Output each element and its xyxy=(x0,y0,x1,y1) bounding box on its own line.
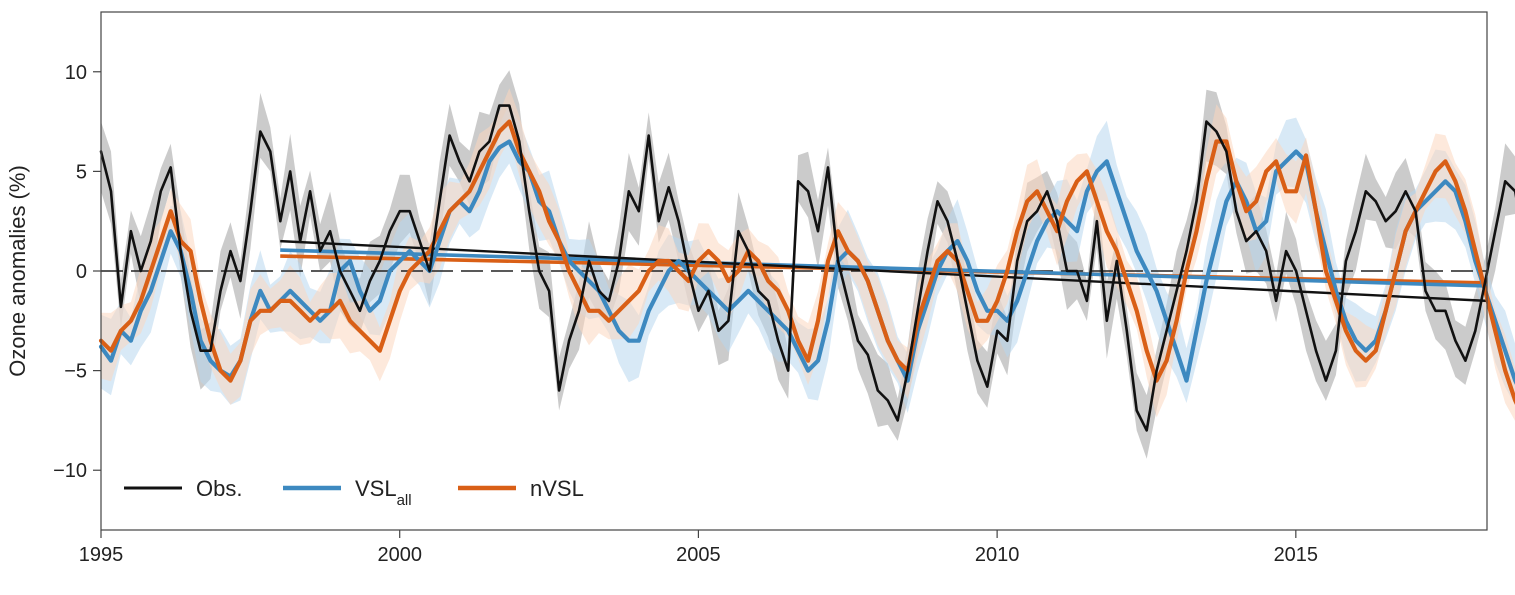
y-axis-title: Ozone anomalies (%) xyxy=(5,165,30,377)
x-tick-label: 2000 xyxy=(377,544,422,566)
y-tick-label: −5 xyxy=(64,361,87,383)
y-tick-label: 10 xyxy=(65,62,87,84)
y-tick-label: −10 xyxy=(53,460,87,482)
x-axis: 1995 2000 2005 2010 2015 xyxy=(79,530,1318,566)
legend: Obs. VSLall nVSL xyxy=(124,476,584,509)
y-axis: −10 −5 0 5 10 xyxy=(53,62,101,482)
legend-label-vsl: VSLall xyxy=(355,476,412,509)
trend-line-vsl xyxy=(280,248,1488,288)
x-tick-label: 2010 xyxy=(975,544,1020,566)
x-tick-label: 2005 xyxy=(676,544,721,566)
trend-line-obs xyxy=(280,239,1488,303)
y-tick-label: 0 xyxy=(76,261,87,283)
x-tick-label: 1995 xyxy=(79,544,124,566)
y-tick-label: 5 xyxy=(76,161,87,183)
legend-label-obs: Obs. xyxy=(196,476,242,501)
trend-lines xyxy=(280,239,1488,303)
line-obs xyxy=(99,104,1515,432)
band-vsl xyxy=(101,104,1515,413)
x-tick-label: 2015 xyxy=(1274,544,1319,566)
legend-label-nvsl: nVSL xyxy=(530,476,584,501)
